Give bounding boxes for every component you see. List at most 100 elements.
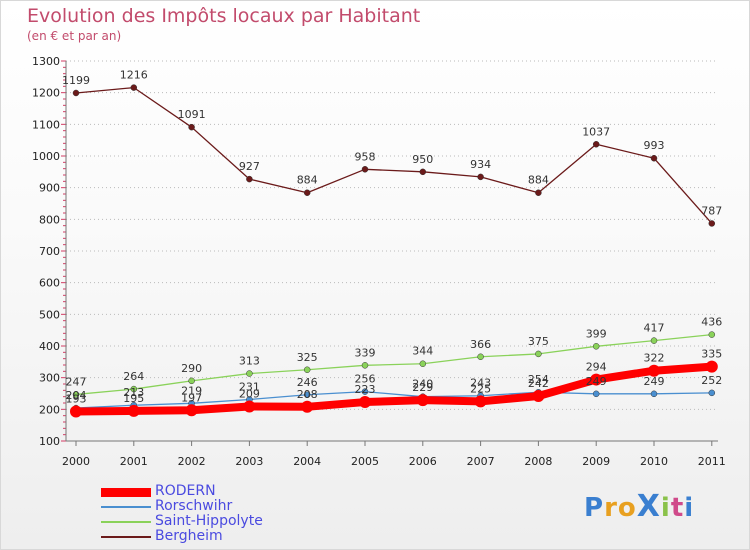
x-tick-label: 2009 — [582, 455, 610, 468]
data-label: 325 — [297, 351, 318, 364]
data-label: 436 — [701, 316, 722, 329]
data-point — [477, 353, 484, 361]
logo-letter: o — [617, 493, 637, 523]
data-point — [303, 391, 311, 399]
logo-letter: r — [604, 493, 618, 523]
legend-label: Saint-Hippolyte — [155, 513, 263, 529]
logo-letter: P — [584, 493, 605, 523]
series-line-bergheim — [75, 86, 713, 225]
data-point — [535, 189, 542, 196]
series-line-saint-hippolyte — [75, 333, 713, 396]
y-tick-label: 900 — [39, 182, 60, 195]
data-point — [130, 84, 138, 91]
data-label: 884 — [297, 174, 318, 187]
data-label: 247 — [66, 375, 87, 388]
data-label: 204 — [66, 389, 87, 402]
data-point — [535, 350, 542, 358]
data-label: 209 — [239, 387, 260, 400]
legend-item-rorschwihr: Rorschwihr — [99, 498, 359, 515]
data-point — [188, 377, 195, 385]
logo-letter: t — [670, 493, 685, 523]
legend-swatch — [101, 521, 151, 523]
x-tick-label: 2000 — [62, 455, 90, 468]
logo-letter: i — [684, 493, 695, 523]
data-point — [592, 343, 600, 350]
logo-letter: i — [660, 493, 671, 523]
data-label: 213 — [123, 386, 144, 399]
data-point — [474, 395, 487, 408]
data-point — [303, 189, 311, 196]
data-point — [477, 173, 484, 181]
axes: 1002003004005006007008009001000110012001… — [32, 55, 726, 468]
data-label: 197 — [181, 391, 202, 404]
x-tick-label: 2006 — [409, 455, 437, 468]
data-point — [416, 394, 429, 407]
y-tick-label: 1000 — [32, 150, 60, 163]
logo-letter: X — [636, 489, 661, 524]
data-label: 231 — [239, 381, 260, 394]
data-point — [650, 390, 658, 398]
y-tick-label: 300 — [39, 372, 60, 385]
data-point — [72, 89, 80, 97]
data-label: 1199 — [62, 74, 90, 87]
data-point — [419, 360, 427, 367]
data-label: 249 — [644, 375, 665, 388]
data-label: 950 — [412, 153, 433, 166]
x-tick-label: 2011 — [698, 455, 726, 468]
data-label: 193 — [66, 393, 87, 406]
legend-label: RODERN — [155, 483, 216, 499]
series-lines — [70, 84, 718, 418]
data-label: 223 — [355, 383, 376, 396]
y-tick-label: 200 — [39, 403, 60, 416]
data-point — [592, 390, 600, 398]
data-label: 335 — [701, 348, 722, 361]
data-label: 399 — [586, 327, 607, 340]
legend-label: Rorschwihr — [155, 498, 233, 514]
data-label: 243 — [470, 377, 491, 390]
data-point — [532, 390, 545, 403]
x-tick-label: 2001 — [120, 455, 148, 468]
grid-lines — [66, 60, 718, 442]
legend-swatch — [101, 506, 151, 508]
data-point — [301, 400, 314, 413]
data-label: 927 — [239, 160, 260, 173]
y-tick-label: 600 — [39, 277, 60, 290]
data-label: 787 — [701, 204, 722, 217]
chart-subtitle: (en € et par an) — [27, 29, 122, 43]
data-label: 884 — [528, 174, 549, 187]
y-tick-label: 1200 — [32, 87, 60, 100]
y-tick-label: 700 — [39, 245, 60, 258]
chart-title: Evolution des Impôts locaux par Habitant — [27, 5, 421, 27]
legend-item-rodern: RODERN — [99, 483, 359, 500]
data-point — [708, 220, 716, 227]
legend-swatch — [101, 488, 151, 497]
data-label: 344 — [412, 345, 433, 358]
data-point — [130, 385, 138, 393]
data-label: 366 — [470, 338, 491, 351]
data-label: 1037 — [582, 125, 610, 138]
legend-item-saint-hippolyte: Saint-Hippolyte — [99, 513, 359, 530]
y-tick-label: 800 — [39, 213, 60, 226]
y-tick-label: 500 — [39, 308, 60, 321]
data-label: 225 — [470, 382, 491, 395]
data-label: 993 — [644, 139, 665, 152]
data-label: 417 — [644, 322, 665, 335]
series-line-rorschwihr — [75, 390, 713, 409]
data-point — [708, 331, 716, 338]
y-tick-label: 1300 — [32, 55, 60, 68]
data-point — [185, 404, 198, 417]
data-point — [650, 337, 658, 344]
data-point — [303, 366, 311, 373]
x-tick-label: 2005 — [351, 455, 379, 468]
data-point — [188, 123, 195, 131]
data-label: 375 — [528, 335, 549, 348]
data-labels: 1199 1216 1091 927 884 958 950 934 884 1037 993 787… — [62, 69, 722, 406]
data-label: 264 — [123, 370, 144, 383]
data-label: 252 — [701, 374, 722, 387]
data-point — [419, 168, 427, 176]
data-point — [243, 400, 256, 413]
data-point — [361, 362, 369, 369]
data-point — [592, 141, 600, 148]
data-label: 256 — [355, 373, 376, 386]
